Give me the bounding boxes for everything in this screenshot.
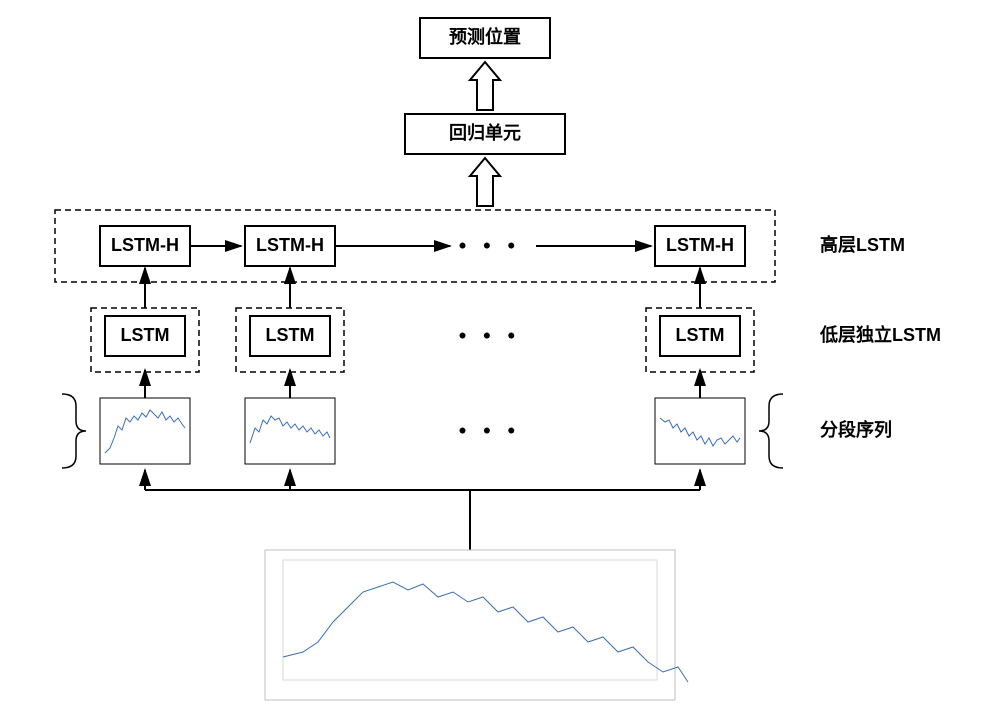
prediction-label: 预测位置 bbox=[449, 26, 521, 47]
ellipsis-seg: ● ● ● bbox=[458, 422, 521, 438]
diagram-root: 预测位置回归单元高层LSTM LSTM-H LSTM-H LSTM-H ● ● ● LST… bbox=[0, 0, 1000, 727]
segment-box bbox=[655, 398, 745, 464]
lstm-label: LSTM bbox=[676, 325, 725, 345]
regression-label: 回归单元 bbox=[449, 122, 521, 143]
ellipsis-high: ● ● ● bbox=[458, 237, 521, 253]
lstm-h-label: LSTM-H bbox=[111, 235, 179, 255]
segment-box bbox=[100, 398, 190, 464]
high-lstm-row-label: 高层LSTM bbox=[820, 234, 905, 255]
hollow-arrow-up bbox=[470, 62, 500, 110]
segments-row-label: 分段序列 bbox=[820, 419, 892, 440]
brace bbox=[759, 394, 783, 468]
lstm-h-label: LSTM-H bbox=[256, 235, 324, 255]
lstm-h-label: LSTM-H bbox=[666, 235, 734, 255]
lstm-label: LSTM bbox=[266, 325, 315, 345]
hollow-arrow-up bbox=[470, 158, 500, 206]
lstm-label: LSTM bbox=[121, 325, 170, 345]
big-chart-axes bbox=[283, 560, 657, 680]
low-lstm-row-label: 低层独立LSTM bbox=[819, 324, 941, 345]
ellipsis-low: ● ● ● bbox=[458, 327, 521, 343]
brace bbox=[62, 394, 86, 468]
